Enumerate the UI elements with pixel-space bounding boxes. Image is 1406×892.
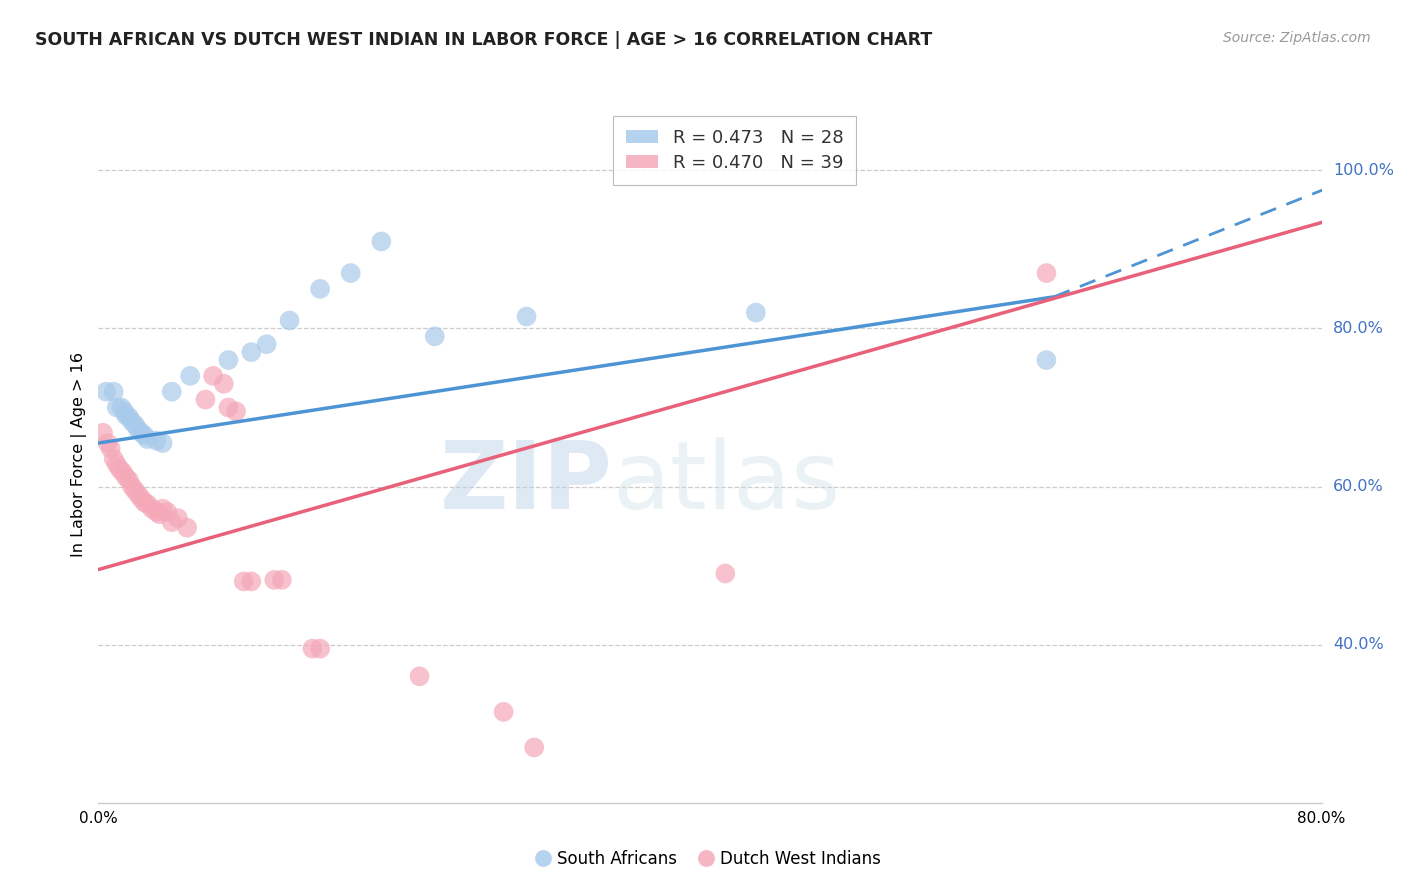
- Point: [149, 507, 172, 521]
- Point: [202, 368, 225, 383]
- Point: [115, 409, 138, 423]
- Text: ZIP: ZIP: [439, 437, 612, 529]
- Point: [111, 466, 134, 480]
- Point: [212, 376, 235, 391]
- Point: [194, 392, 217, 407]
- Point: [136, 432, 159, 446]
- Point: [105, 458, 128, 472]
- Point: [118, 473, 141, 487]
- Point: [108, 462, 131, 476]
- Point: [240, 574, 263, 589]
- Point: [127, 487, 149, 501]
- Point: [217, 353, 239, 368]
- Point: [141, 501, 163, 516]
- Point: [124, 483, 146, 498]
- Point: [145, 505, 167, 519]
- Point: [270, 573, 292, 587]
- Point: [217, 401, 239, 415]
- Point: [423, 329, 446, 343]
- Point: [176, 521, 198, 535]
- Point: [167, 511, 190, 525]
- Point: [110, 401, 132, 415]
- Point: [745, 305, 768, 319]
- Point: [370, 235, 392, 249]
- Point: [100, 442, 122, 456]
- Point: [232, 574, 254, 589]
- Point: [240, 345, 263, 359]
- Point: [160, 384, 183, 399]
- Point: [121, 415, 143, 429]
- Point: [278, 313, 301, 327]
- Point: [523, 740, 546, 755]
- Point: [127, 423, 149, 437]
- Point: [103, 384, 125, 399]
- Point: [152, 501, 174, 516]
- Text: atlas: atlas: [612, 437, 841, 529]
- Point: [160, 515, 183, 529]
- Point: [256, 337, 278, 351]
- Point: [145, 434, 167, 448]
- Point: [124, 417, 146, 432]
- Point: [225, 404, 247, 418]
- Point: [1035, 353, 1057, 368]
- Text: 80.0%: 80.0%: [1333, 321, 1384, 336]
- Point: [103, 451, 125, 466]
- Point: [156, 505, 179, 519]
- Point: [263, 573, 285, 587]
- Point: [408, 669, 430, 683]
- Point: [301, 641, 323, 656]
- Point: [134, 428, 156, 442]
- Text: 40.0%: 40.0%: [1333, 637, 1384, 652]
- Point: [309, 282, 332, 296]
- Point: [94, 384, 117, 399]
- Point: [91, 425, 114, 440]
- Text: Source: ZipAtlas.com: Source: ZipAtlas.com: [1223, 31, 1371, 45]
- Point: [118, 409, 141, 424]
- Point: [714, 566, 737, 581]
- Point: [97, 436, 120, 450]
- Y-axis label: In Labor Force | Age > 16: In Labor Force | Age > 16: [72, 352, 87, 558]
- Point: [134, 495, 156, 509]
- Point: [112, 404, 135, 418]
- Point: [492, 705, 515, 719]
- Point: [179, 368, 201, 383]
- Point: [129, 425, 152, 440]
- Legend: South Africans, Dutch West Indians: South Africans, Dutch West Indians: [531, 843, 889, 874]
- Point: [339, 266, 361, 280]
- Point: [152, 436, 174, 450]
- Text: 100.0%: 100.0%: [1333, 163, 1393, 178]
- Point: [516, 310, 538, 324]
- Point: [309, 641, 332, 656]
- Text: 60.0%: 60.0%: [1333, 479, 1384, 494]
- Point: [105, 401, 128, 415]
- Point: [1035, 266, 1057, 280]
- Point: [115, 470, 138, 484]
- Point: [121, 479, 143, 493]
- Point: [136, 497, 159, 511]
- Text: SOUTH AFRICAN VS DUTCH WEST INDIAN IN LABOR FORCE | AGE > 16 CORRELATION CHART: SOUTH AFRICAN VS DUTCH WEST INDIAN IN LA…: [35, 31, 932, 49]
- Point: [129, 491, 152, 506]
